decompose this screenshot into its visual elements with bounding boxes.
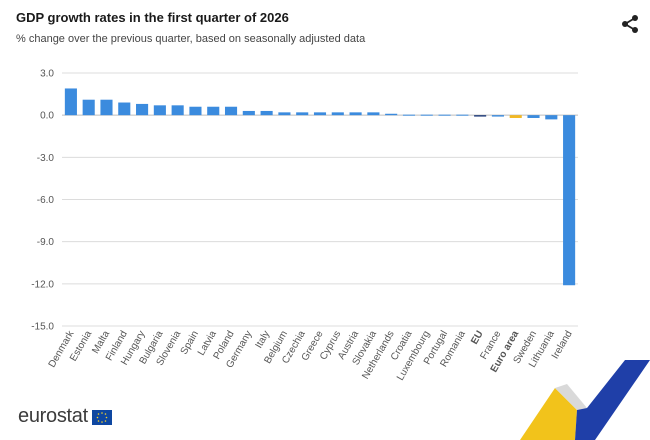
bar-lithuania[interactable] xyxy=(545,115,558,120)
chart-subtitle: % change over the previous quarter, base… xyxy=(16,33,366,45)
y-tick-label: -15.0 xyxy=(31,322,54,333)
y-tick-label: -6.0 xyxy=(37,195,55,206)
bar-bulgaria[interactable] xyxy=(153,105,166,116)
bar-croatia[interactable] xyxy=(402,114,416,116)
bar-hungary[interactable] xyxy=(136,103,149,116)
y-tick-label: -3.0 xyxy=(37,153,55,164)
bar-slovakia[interactable] xyxy=(367,112,380,116)
y-tick-label: -12.0 xyxy=(31,279,54,290)
bar-denmark[interactable] xyxy=(64,88,77,116)
bar-romania[interactable] xyxy=(456,114,469,116)
bar-belgium[interactable] xyxy=(278,112,291,116)
bar-portugal[interactable] xyxy=(438,114,451,116)
bar-italy[interactable] xyxy=(260,110,273,116)
bar-czechia[interactable] xyxy=(296,112,309,116)
y-axis-ticks: 3.0 0.0 -3.0 -6.0 -9.0 -12.0 -15.0 xyxy=(31,69,54,333)
eurostat-logo: eurostat xyxy=(18,405,88,427)
share-icon[interactable] xyxy=(620,14,640,34)
bar-greece[interactable] xyxy=(313,112,327,116)
bar-cyprus[interactable] xyxy=(331,112,344,116)
bar-euro-area[interactable] xyxy=(509,115,522,118)
bar-sweden[interactable] xyxy=(527,115,540,118)
y-tick-label: 3.0 xyxy=(40,69,54,80)
x-tick-label: EU xyxy=(469,329,485,347)
bar-spain[interactable] xyxy=(189,106,202,116)
bar-slovenia[interactable] xyxy=(171,105,184,116)
x-axis-labels: DenmarkEstoniaMaltaFinlandHungaryBulgari… xyxy=(47,328,575,383)
bar-austria[interactable] xyxy=(349,112,362,116)
bar-netherlands[interactable] xyxy=(385,113,398,116)
bar-france[interactable] xyxy=(491,115,504,117)
eu-flag-icon xyxy=(92,410,112,425)
bar-poland[interactable] xyxy=(224,106,238,116)
bars xyxy=(64,88,576,286)
bar-estonia[interactable] xyxy=(82,99,95,116)
grid-lines xyxy=(62,72,578,327)
bar-latvia[interactable] xyxy=(207,106,220,116)
chart-title: GDP growth rates in the first quarter of… xyxy=(16,10,289,25)
bar-germany[interactable] xyxy=(242,110,255,116)
y-tick-label: 0.0 xyxy=(40,111,54,122)
bar-finland[interactable] xyxy=(118,102,131,116)
decorative-swoosh xyxy=(520,360,650,440)
bar-eu[interactable] xyxy=(474,115,487,117)
bar-ireland[interactable] xyxy=(563,115,576,286)
bar-malta[interactable] xyxy=(100,99,113,116)
y-tick-label: -9.0 xyxy=(37,237,55,248)
bar-luxembourg[interactable] xyxy=(420,114,433,116)
